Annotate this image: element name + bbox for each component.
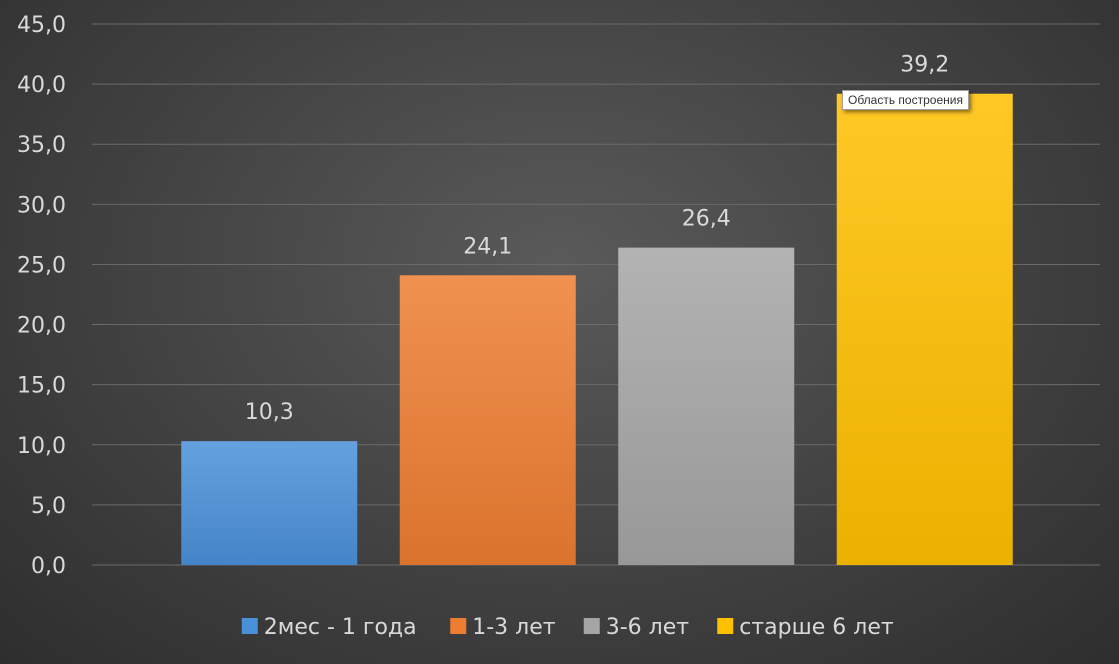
legend-swatch (241, 618, 258, 634)
legend-label: 2мес - 1 года (264, 615, 417, 640)
legend-label: старше 6 лет (739, 615, 894, 640)
data-label: 39,2 (900, 53, 949, 78)
y-tick-label: 5,0 (31, 494, 66, 519)
y-tick-label: 10,0 (17, 434, 66, 459)
data-label: 24,1 (463, 234, 512, 259)
plot-area-tooltip: Область построения (842, 90, 969, 110)
y-tick-label: 35,0 (17, 133, 66, 158)
legend-swatch (450, 618, 467, 634)
bar (181, 441, 358, 565)
y-tick-label: 40,0 (17, 73, 66, 98)
legend-label: 1-3 лет (472, 615, 556, 640)
legend-swatch (717, 618, 734, 634)
bar (618, 247, 795, 565)
bar (399, 275, 576, 565)
legend-label: 3-6 лет (606, 615, 690, 640)
bar (836, 93, 1013, 566)
y-tick-label: 45,0 (17, 13, 66, 38)
y-tick-label: 25,0 (17, 253, 66, 278)
y-tick-label: 20,0 (17, 314, 66, 339)
y-tick-label: 0,0 (31, 554, 66, 579)
y-tick-label: 30,0 (17, 193, 66, 218)
data-label: 26,4 (682, 207, 731, 232)
legend-swatch (583, 618, 600, 634)
y-tick-label: 15,0 (17, 374, 66, 399)
data-label: 10,3 (245, 400, 294, 425)
